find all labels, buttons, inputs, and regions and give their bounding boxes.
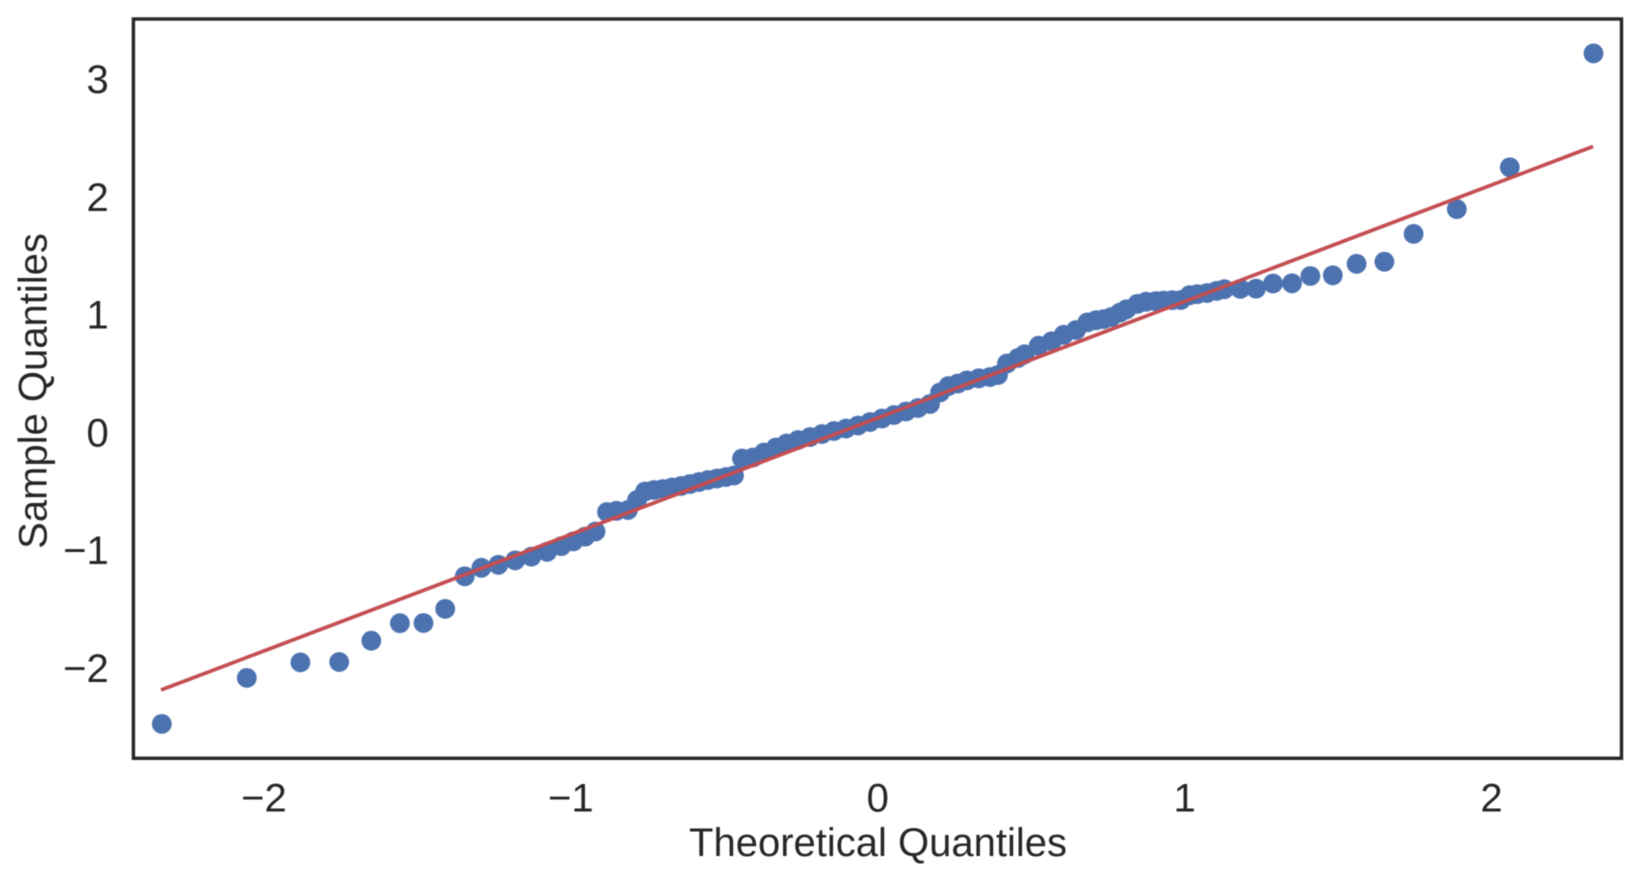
svg-text:1: 1 — [1173, 777, 1195, 821]
svg-text:−1: −1 — [63, 529, 109, 573]
svg-text:0: 0 — [86, 411, 108, 455]
svg-text:−1: −1 — [548, 777, 594, 821]
svg-text:−2: −2 — [63, 647, 109, 691]
svg-text:2: 2 — [86, 176, 108, 220]
svg-text:−2: −2 — [241, 777, 287, 821]
svg-text:Sample Quantiles: Sample Quantiles — [12, 233, 56, 549]
svg-text:0: 0 — [867, 777, 889, 821]
svg-text:2: 2 — [1480, 777, 1502, 821]
svg-text:1: 1 — [86, 294, 108, 338]
svg-text:3: 3 — [86, 58, 108, 102]
svg-text:Theoretical Quantiles: Theoretical Quantiles — [689, 821, 1067, 865]
